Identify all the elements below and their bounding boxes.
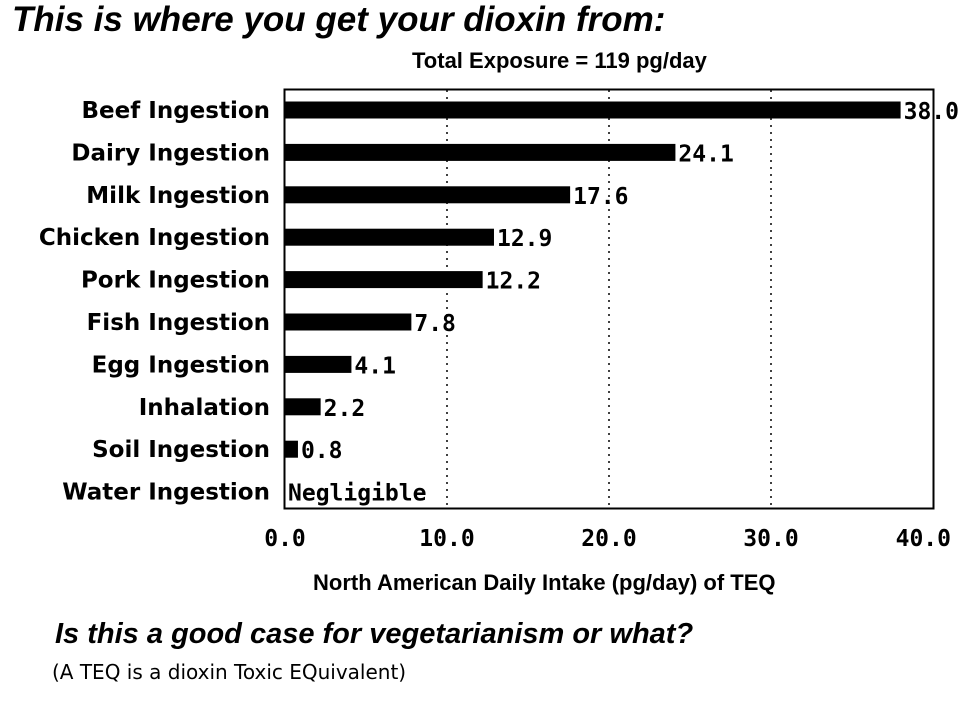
category-label: Inhalation <box>139 395 270 421</box>
category-label: Soil Ingestion <box>92 437 270 463</box>
x-tick-label: 10.0 <box>419 526 474 552</box>
category-label: Dairy Ingestion <box>71 140 270 166</box>
category-label: Fish Ingestion <box>87 310 270 336</box>
category-label: Beef Ingestion <box>82 98 270 124</box>
x-tick-label: 30.0 <box>743 526 798 552</box>
value-labels: 38.0 24.1 17.6 12.9 12.2 7.8 4.1 2.2 0.8 Negligib… <box>288 99 959 507</box>
category-label: Egg Ingestion <box>92 352 270 378</box>
value-label: 12.2 <box>486 269 541 295</box>
category-label: Pork Ingestion <box>81 268 270 294</box>
x-tick-label: 0.0 <box>264 526 306 552</box>
footnote: (A TEQ is a dioxin Toxic EQuivalent) <box>52 660 407 684</box>
bar-egg-ingestion <box>285 355 352 373</box>
x-tick-labels: 0.0 10.0 20.0 30.0 40.0 <box>264 526 951 552</box>
value-label: Negligible <box>288 481 426 507</box>
value-label: 38.0 <box>904 99 959 125</box>
category-label: Milk Ingestion <box>86 183 270 209</box>
category-label: Chicken Ingestion <box>39 225 270 251</box>
bar-fish-ingestion <box>285 313 412 331</box>
value-label: 7.8 <box>414 311 456 337</box>
value-label: 0.8 <box>301 438 343 464</box>
plot-frame <box>283 88 935 510</box>
bar-milk-ingestion <box>285 186 571 204</box>
value-label: 4.1 <box>354 353 396 379</box>
page-headline: This is where you get your dioxin from: <box>12 0 666 39</box>
value-label: 12.9 <box>497 226 552 252</box>
x-tick-label: 40.0 <box>896 526 951 552</box>
x-axis-label: North American Daily Intake (pg/day) of … <box>313 570 776 595</box>
bars-group <box>285 101 901 458</box>
value-label: 17.6 <box>573 184 628 210</box>
bar-beef-ingestion <box>285 101 901 119</box>
chart-title: Total Exposure = 119 pg/day <box>412 48 707 73</box>
bar-pork-ingestion <box>285 271 483 289</box>
bar-inhalation <box>285 398 321 416</box>
x-tick-label: 20.0 <box>581 526 636 552</box>
category-label: Water Ingestion <box>62 480 270 506</box>
bar-chicken-ingestion <box>285 228 494 246</box>
category-labels: Beef Ingestion Dairy Ingestion Milk Ingest… <box>39 98 270 506</box>
bar-dairy-ingestion <box>285 143 676 161</box>
value-label: 2.2 <box>324 396 366 422</box>
bar-soil-ingestion <box>285 440 298 458</box>
value-label: 24.1 <box>678 141 733 167</box>
closing-question: Is this a good case for vegetarianism or… <box>55 618 694 650</box>
